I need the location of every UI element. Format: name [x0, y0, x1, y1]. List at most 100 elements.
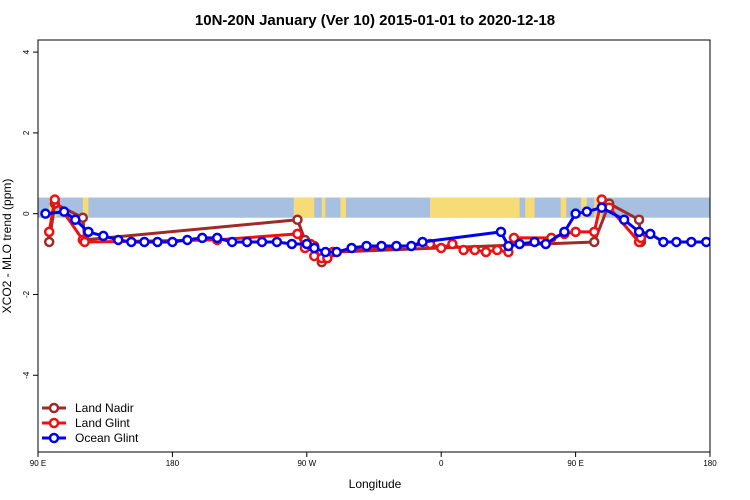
data-point: [286, 238, 298, 250]
land-region: [82, 197, 89, 218]
data-point: [540, 238, 551, 250]
data-point: [447, 238, 458, 250]
plot-frame: [37, 39, 711, 453]
data-point: [480, 246, 492, 258]
data-point: [256, 236, 268, 248]
data-point: [98, 230, 109, 242]
world-map-band: [38, 197, 710, 218]
ocean-band: [38, 197, 710, 218]
data-point: [309, 242, 320, 254]
legend-label: Ocean Glint: [75, 431, 139, 445]
data-point: [458, 244, 469, 256]
x-axis: 90 E 180 90 W 0 90 E 180: [30, 452, 717, 468]
data-point: [503, 240, 514, 252]
data-point: [197, 232, 208, 244]
data-point: [70, 214, 81, 225]
x-tick-label: 90 W: [297, 459, 316, 468]
data-point: [570, 208, 581, 219]
y-tick-label: 0: [22, 211, 31, 216]
data-point: [331, 246, 342, 258]
y-axis: 4 2 0 -2 -4: [22, 49, 38, 379]
x-tick-label: 90 E: [30, 459, 46, 468]
land-region: [321, 197, 326, 218]
legend-marker: [48, 417, 60, 429]
data-point: [182, 234, 193, 246]
x-tick-label: 180: [703, 459, 717, 468]
y-tick-label: 4: [22, 49, 31, 54]
data-point: [167, 236, 178, 248]
x-tick-label: 0: [439, 459, 444, 468]
data-point: [361, 240, 372, 252]
land-region: [340, 197, 346, 218]
y-tick-label: 2: [22, 130, 31, 135]
data-point: [49, 194, 61, 205]
data-point: [701, 236, 710, 248]
data-point: [292, 228, 303, 240]
data-point: [391, 240, 402, 252]
legend-label: Land Glint: [75, 416, 130, 430]
data-point: [570, 226, 581, 238]
data-point: [376, 240, 387, 252]
data-point: [40, 208, 51, 219]
data-point: [589, 236, 600, 248]
data-point: [686, 236, 697, 248]
legend-item: Ocean Glint: [42, 431, 139, 445]
land-region: [293, 197, 315, 218]
data-point: [301, 238, 313, 250]
x-tick-label: 180: [166, 459, 180, 468]
data-point: [671, 236, 682, 248]
data-point: [508, 232, 520, 244]
data-point: [435, 242, 447, 254]
data-point: [79, 236, 90, 248]
data-point: [559, 226, 570, 238]
data-point: [139, 236, 150, 248]
data-point: [226, 236, 238, 248]
chart-title: 10N-20N January (Ver 10) 2015-01-01 to 2…: [195, 12, 555, 29]
data-point: [596, 202, 607, 213]
data-point: [83, 226, 94, 238]
data-point: [495, 226, 507, 238]
land-region: [525, 197, 535, 218]
land-region: [430, 197, 520, 218]
data-point: [241, 236, 253, 248]
data-point: [417, 236, 428, 248]
data-point: [618, 214, 630, 225]
data-point: [43, 236, 55, 248]
y-tick-label: -2: [22, 290, 31, 298]
data-point: [514, 238, 525, 250]
x-axis-label: Longitude: [349, 477, 402, 491]
legend-item: Land Glint: [42, 416, 130, 430]
data-point: [292, 214, 303, 225]
data-point: [43, 226, 55, 238]
data-point: [346, 242, 357, 254]
data-point: [320, 246, 331, 258]
legend-item: Land Nadir: [42, 401, 134, 415]
data-point: [271, 236, 283, 248]
legend-label: Land Nadir: [75, 401, 134, 415]
data-point: [469, 244, 481, 256]
legend-marker: [48, 402, 60, 414]
data-point: [491, 244, 503, 256]
data-point: [633, 226, 645, 238]
data-point: [596, 194, 607, 205]
data-point: [58, 206, 70, 217]
data-point: [113, 234, 124, 246]
data-point: [152, 236, 163, 248]
data-point: [529, 236, 540, 248]
data-point: [645, 228, 656, 240]
data-point: [633, 214, 645, 225]
land-region: [560, 197, 567, 218]
legend-marker: [48, 432, 60, 444]
y-axis-label: XCO2 - MLO trend (ppm): [0, 179, 14, 314]
data-point: [658, 236, 669, 248]
x-tick-label: 90 E: [567, 459, 583, 468]
series-layer: [40, 194, 710, 268]
series-ocean-glint: [40, 202, 710, 258]
data-point: [589, 226, 600, 238]
y-tick-label: -4: [22, 371, 31, 379]
data-point: [581, 206, 593, 217]
data-point: [406, 240, 417, 252]
data-point: [211, 232, 223, 244]
